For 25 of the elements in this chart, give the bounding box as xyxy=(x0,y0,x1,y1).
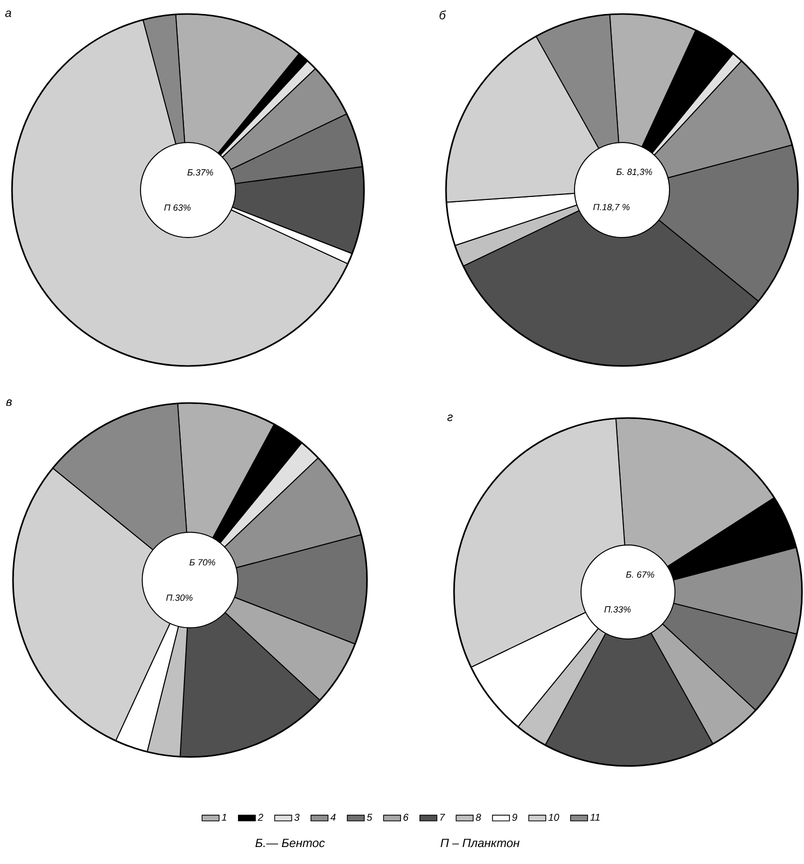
legend-label: 3 xyxy=(294,814,300,821)
chart-title: а xyxy=(5,10,12,18)
legend-label: 2 xyxy=(258,814,264,821)
chart-title: г xyxy=(447,414,453,422)
legend-label: 9 xyxy=(512,814,518,821)
text: Б. 67% xyxy=(626,571,654,578)
text: П.18,7 % xyxy=(593,204,630,212)
text: П.33% xyxy=(604,606,631,613)
legend-label: 10 xyxy=(548,814,560,821)
text: П 63% xyxy=(164,204,191,211)
legend-label: 11 xyxy=(590,814,600,821)
text: П.30% xyxy=(166,594,192,601)
legend-label: 8 xyxy=(476,814,482,821)
legend-label: 4 xyxy=(330,814,336,821)
text: Б.— Бентос xyxy=(255,838,325,848)
chart-title: б xyxy=(440,10,446,20)
legend-label: 7 xyxy=(440,814,446,821)
legend-label: 5 xyxy=(366,814,372,821)
chart-title: в xyxy=(6,399,12,406)
text: П – Планктон xyxy=(440,838,520,848)
legend-label: 6 xyxy=(404,814,409,821)
text: Б. 81,3% xyxy=(616,168,652,176)
text: Б 70% xyxy=(190,559,216,566)
legend-label: 1 xyxy=(222,814,226,821)
text: Б.37% xyxy=(187,169,214,176)
